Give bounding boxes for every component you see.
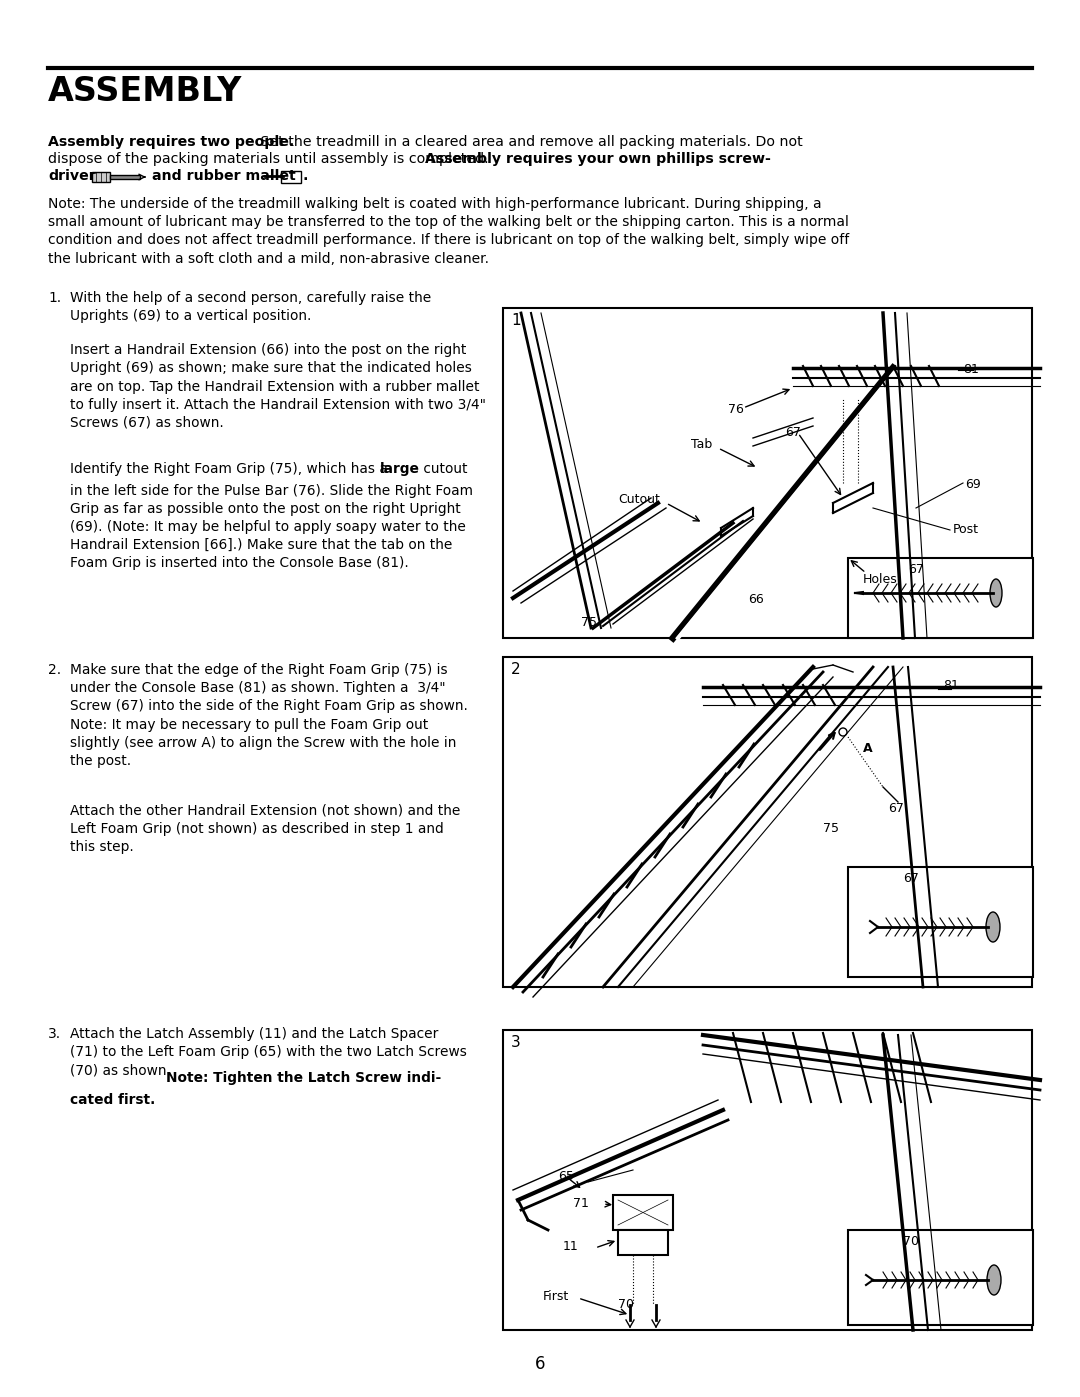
Bar: [848, 1229, 1032, 1324]
Bar: [503, 657, 1032, 988]
Bar: [848, 868, 1032, 977]
Text: Attach the Latch Assembly (11) and the Latch Spacer
(71) to the Left Foam Grip (: Attach the Latch Assembly (11) and the L…: [70, 1027, 467, 1077]
Text: 67: 67: [888, 802, 904, 814]
Text: A: A: [863, 742, 873, 754]
Text: Tab: Tab: [691, 439, 712, 451]
Bar: [618, 1229, 669, 1255]
Text: 66: 66: [748, 592, 764, 606]
Text: 81: 81: [943, 679, 959, 692]
Ellipse shape: [839, 728, 847, 736]
Text: and rubber mallet: and rubber mallet: [152, 169, 296, 183]
Text: large: large: [380, 461, 420, 475]
Bar: [613, 1194, 673, 1229]
Bar: [503, 307, 1032, 638]
Text: Note: Tighten the Latch Screw indi-: Note: Tighten the Latch Screw indi-: [166, 1071, 442, 1085]
Text: 6: 6: [535, 1355, 545, 1373]
Text: 75: 75: [823, 821, 839, 835]
Text: 1.: 1.: [48, 291, 62, 305]
Bar: [281, 170, 301, 183]
Text: Post: Post: [953, 522, 978, 536]
Text: ASSEMBLY: ASSEMBLY: [48, 75, 242, 108]
Text: Set the treadmill in a cleared area and remove all packing materials. Do not: Set the treadmill in a cleared area and …: [256, 136, 802, 149]
Text: 81: 81: [963, 363, 978, 376]
Bar: [503, 1030, 1032, 1330]
Text: 75: 75: [581, 616, 597, 629]
Text: First: First: [543, 1289, 569, 1303]
Bar: [110, 175, 140, 179]
Text: 67: 67: [903, 872, 919, 886]
Text: 3: 3: [511, 1035, 521, 1051]
Text: 1: 1: [511, 313, 521, 328]
Text: cated first.: cated first.: [70, 1094, 156, 1108]
Ellipse shape: [986, 912, 1000, 942]
Text: 2.: 2.: [48, 664, 62, 678]
Text: 3.: 3.: [48, 1027, 62, 1041]
Text: 65: 65: [558, 1171, 573, 1183]
Text: 71: 71: [573, 1197, 589, 1210]
Text: Cutout: Cutout: [618, 493, 660, 506]
Text: cutout: cutout: [419, 461, 468, 475]
Text: With the help of a second person, carefully raise the
Uprights (69) to a vertica: With the help of a second person, carefu…: [70, 291, 431, 323]
Text: Attach the other Handrail Extension (not shown) and the
Left Foam Grip (not show: Attach the other Handrail Extension (not…: [70, 803, 460, 854]
Text: Make sure that the edge of the Right Foam Grip (75) is
under the Console Base (8: Make sure that the edge of the Right Foa…: [70, 664, 468, 768]
Text: 11: 11: [563, 1241, 579, 1253]
Text: dispose of the packing materials until assembly is completed.: dispose of the packing materials until a…: [48, 152, 494, 166]
Text: .: .: [302, 169, 308, 183]
Text: Insert a Handrail Extension (66) into the post on the right
Upright (69) as show: Insert a Handrail Extension (66) into th…: [70, 344, 486, 430]
Text: 76: 76: [728, 402, 744, 416]
Text: Holes: Holes: [863, 573, 897, 585]
Text: 67: 67: [785, 426, 801, 439]
Ellipse shape: [987, 1266, 1001, 1295]
Bar: [92, 172, 110, 182]
Text: 67: 67: [908, 563, 923, 576]
Ellipse shape: [990, 578, 1002, 608]
Text: Assembly requires your own phillips screw-: Assembly requires your own phillips scre…: [426, 152, 771, 166]
Text: in the left side for the Pulse Bar (76). Slide the Right Foam
Grip as far as pos: in the left side for the Pulse Bar (76).…: [70, 483, 473, 570]
Text: Identify the Right Foam Grip (75), which has a: Identify the Right Foam Grip (75), which…: [70, 461, 392, 475]
Text: driver: driver: [48, 169, 96, 183]
Text: 70: 70: [618, 1298, 634, 1310]
Text: 70: 70: [903, 1235, 919, 1248]
Text: Assembly requires two people.: Assembly requires two people.: [48, 136, 295, 149]
Bar: [848, 557, 1032, 638]
Text: 2: 2: [511, 662, 521, 678]
Text: Note: The underside of the treadmill walking belt is coated with high-performanc: Note: The underside of the treadmill wal…: [48, 197, 849, 265]
Text: 69: 69: [966, 478, 981, 490]
